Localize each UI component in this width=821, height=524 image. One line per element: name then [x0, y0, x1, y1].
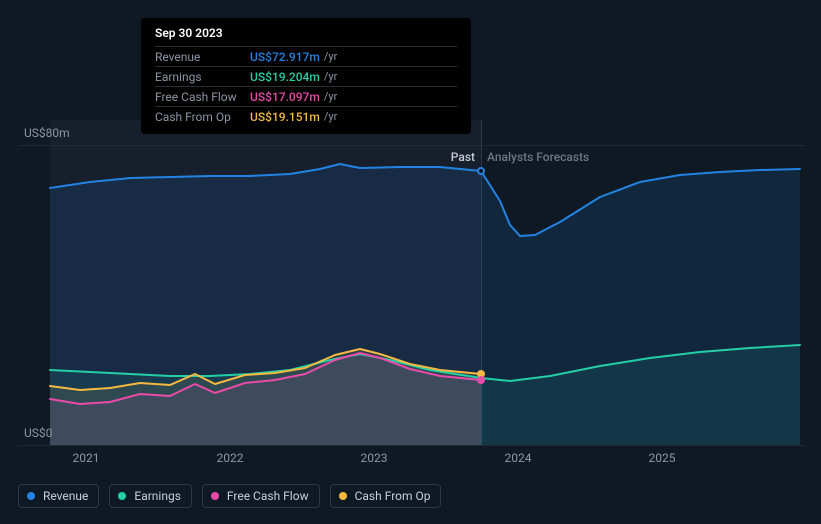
- marker-free_cash_flow: [477, 376, 485, 384]
- legend-item-cash-from-op[interactable]: Cash From Op: [330, 484, 442, 508]
- tooltip-row-value: US$72.917m: [250, 50, 320, 64]
- tooltip-row: EarningsUS$19.204m/yr: [155, 66, 457, 86]
- legend-label: Earnings: [134, 489, 181, 503]
- x-axis-label: 2023: [361, 451, 388, 465]
- chart-tooltip: Sep 30 2023 RevenueUS$72.917m/yrEarnings…: [141, 18, 471, 134]
- tooltip-row-unit: /yr: [324, 90, 337, 104]
- legend-label: Revenue: [43, 489, 88, 503]
- x-axis-label: 2024: [505, 451, 532, 465]
- area-revenue: [50, 164, 800, 445]
- tooltip-row-value: US$19.151m: [250, 110, 320, 124]
- tooltip-row-unit: /yr: [324, 110, 337, 124]
- tooltip-row-label: Free Cash Flow: [155, 90, 250, 104]
- tooltip-row: Free Cash FlowUS$17.097m/yr: [155, 86, 457, 106]
- tooltip-row-label: Revenue: [155, 50, 250, 64]
- legend-swatch: [339, 492, 347, 500]
- tooltip-row: RevenueUS$72.917m/yr: [155, 46, 457, 66]
- financial-chart: Past Analysts Forecasts US$0US$80m 20212…: [0, 0, 821, 524]
- y-axis-label: US$0: [24, 426, 52, 440]
- tooltip-row-value: US$17.097m: [250, 90, 320, 104]
- legend-swatch: [27, 492, 35, 500]
- legend-swatch: [118, 492, 126, 500]
- x-axis-label: 2021: [73, 451, 100, 465]
- tooltip-row: Cash From OpUS$19.151m/yr: [155, 106, 457, 126]
- tooltip-row-label: Earnings: [155, 70, 250, 84]
- legend-item-revenue[interactable]: Revenue: [18, 484, 99, 508]
- marker-revenue: [477, 167, 485, 175]
- y-axis-label: US$80m: [24, 126, 70, 140]
- tooltip-row-unit: /yr: [324, 70, 337, 84]
- legend-swatch: [211, 492, 219, 500]
- legend-item-free-cash-flow[interactable]: Free Cash Flow: [202, 484, 320, 508]
- legend-item-earnings[interactable]: Earnings: [109, 484, 192, 508]
- x-axis-label: 2022: [217, 451, 244, 465]
- x-axis-label: 2025: [649, 451, 676, 465]
- legend-label: Free Cash Flow: [227, 489, 309, 503]
- tooltip-row-value: US$19.204m: [250, 70, 320, 84]
- tooltip-row-label: Cash From Op: [155, 110, 250, 124]
- tooltip-row-unit: /yr: [324, 50, 337, 64]
- tooltip-date: Sep 30 2023: [155, 26, 457, 46]
- chart-legend: Revenue Earnings Free Cash Flow Cash From O…: [18, 484, 441, 508]
- legend-label: Cash From Op: [355, 489, 431, 503]
